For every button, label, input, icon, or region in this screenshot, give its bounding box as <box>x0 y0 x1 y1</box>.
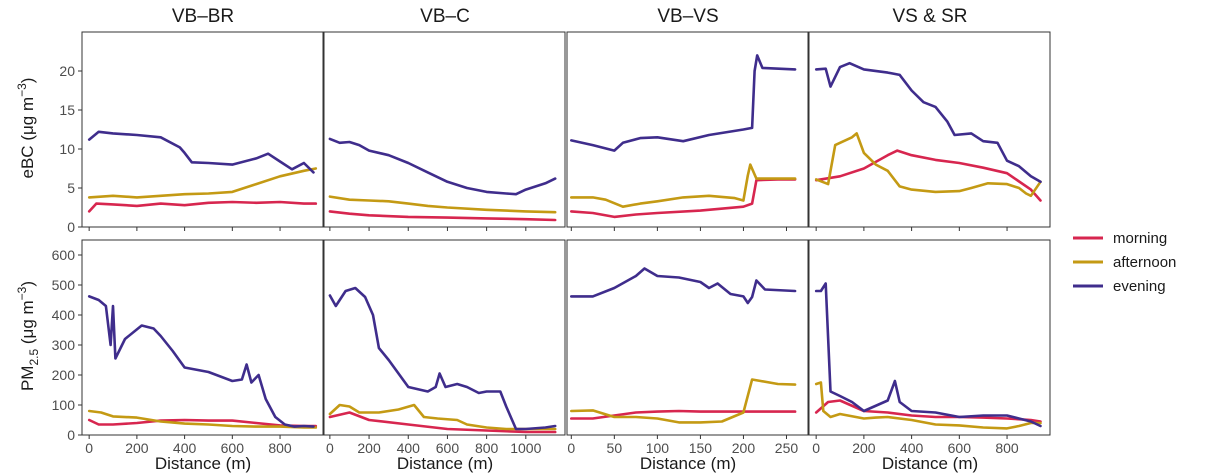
series-evening-pm-4 <box>814 282 1042 428</box>
x-tick-label-3-150: 150 <box>689 440 713 456</box>
series-evening-ebc-3 <box>570 54 797 152</box>
y-tick-label-pm-0: 0 <box>67 427 75 443</box>
panel-pm-4 <box>808 239 1051 436</box>
x-axis-title-3: Distance (m) <box>640 454 736 473</box>
series-afternoon-pm-4 <box>814 381 1042 430</box>
panel-ebc-2 <box>323 31 566 228</box>
series-morning-ebc-4 <box>814 149 1042 202</box>
x-tick-label-1-400: 400 <box>173 440 197 456</box>
panel-pm-2 <box>323 239 566 436</box>
series-afternoon-pm-3 <box>570 378 797 424</box>
x-tick-label-2-0: 0 <box>326 440 334 456</box>
x-tick-label-2-1000: 1000 <box>510 440 541 456</box>
y-axis-title-pm-unit: (μg m <box>18 300 37 344</box>
y-tick-label-ebc-0: 0 <box>67 219 75 235</box>
legend-label-afternoon: afternoon <box>1113 254 1176 271</box>
series-evening-ebc-1 <box>87 130 315 174</box>
y-axis-title-pm: PM2.5 (μg m−3) <box>15 281 42 391</box>
facet-title-4: VS & SR <box>893 6 968 27</box>
x-tick-label-4-600: 600 <box>948 440 972 456</box>
facet-title-1: VB–BR <box>172 6 234 27</box>
series-morning-ebc-1 <box>87 200 318 213</box>
x-tick-label-4-0: 0 <box>812 440 820 456</box>
series-afternoon-pm-2 <box>328 403 557 431</box>
x-tick-label-4-800: 800 <box>995 440 1019 456</box>
series-morning-pm-3 <box>570 409 797 420</box>
y-tick-label-ebc-10: 10 <box>59 141 75 157</box>
labels-layer: VB–BR VB–C VB–VS VS & SR Distance (m) Di… <box>15 6 978 473</box>
panel-ebc-3 <box>566 31 809 228</box>
y-axis-title-pm-close: ) <box>18 281 37 287</box>
y-tick-label-pm-500: 500 <box>52 277 76 293</box>
series-afternoon-ebc-1 <box>87 167 318 199</box>
series-afternoon-ebc-2 <box>328 195 557 214</box>
x-tick-label-1-200: 200 <box>125 440 149 456</box>
y-axis-title-ebc: eBC (μg m−3) <box>15 78 37 179</box>
y-tick-label-pm-400: 400 <box>52 307 76 323</box>
x-axis-title-1: Distance (m) <box>155 454 251 473</box>
series-morning-pm-2 <box>328 411 557 434</box>
series-afternoon-pm-1 <box>87 409 318 429</box>
y-tick-label-ebc-20: 20 <box>59 63 75 79</box>
y-axis-title-pm-exp: −3 <box>15 286 29 300</box>
x-axis-title-2: Distance (m) <box>397 454 493 473</box>
x-tick-label-2-200: 200 <box>357 440 381 456</box>
y-tick-label-pm-300: 300 <box>52 337 76 353</box>
x-tick-label-2-800: 800 <box>475 440 499 456</box>
x-tick-label-3-0: 0 <box>567 440 575 456</box>
x-tick-label-1-800: 800 <box>268 440 292 456</box>
x-tick-label-4-200: 200 <box>852 440 876 456</box>
panel-pm-1 <box>81 239 324 436</box>
facet-title-2: VB–C <box>420 6 470 27</box>
legend-label-morning: morning <box>1113 230 1167 247</box>
legend: morning afternoon evening <box>1073 230 1176 295</box>
series-morning-pm-4 <box>814 399 1042 423</box>
y-tick-label-pm-100: 100 <box>52 397 76 413</box>
series-afternoon-ebc-3 <box>570 163 797 208</box>
y-axis-title-pm-sub: 2.5 <box>27 349 41 366</box>
y-axis-title-ebc-exp: −3 <box>15 83 29 97</box>
panel-pm-3 <box>566 239 809 436</box>
y-axis-title-ebc-close: ) <box>18 78 37 84</box>
x-tick-label-3-50: 50 <box>607 440 623 456</box>
series-evening-pm-2 <box>328 286 557 431</box>
panel-ebc-4 <box>808 31 1051 228</box>
x-tick-label-4-400: 400 <box>900 440 924 456</box>
series-evening-ebc-4 <box>814 61 1042 184</box>
series-morning-ebc-3 <box>570 178 797 219</box>
y-tick-label-pm-600: 600 <box>52 247 76 263</box>
x-tick-label-3-200: 200 <box>732 440 756 456</box>
y-axis-title-pm-main: PM <box>18 366 37 392</box>
x-axis-title-4: Distance (m) <box>882 454 978 473</box>
y-axis-title-ebc-unit: (μg m <box>18 97 37 141</box>
x-tick-label-3-100: 100 <box>646 440 670 456</box>
x-tick-label-1-600: 600 <box>221 440 245 456</box>
panel-ebc-1 <box>81 31 324 228</box>
series-evening-ebc-2 <box>328 137 557 196</box>
x-tick-label-2-600: 600 <box>436 440 460 456</box>
x-tick-label-1-0: 0 <box>85 440 93 456</box>
series-evening-pm-3 <box>570 267 797 305</box>
y-axis-title-ebc-main: eBC <box>18 145 37 178</box>
legend-label-evening: evening <box>1113 278 1166 295</box>
series-evening-pm-1 <box>87 295 315 428</box>
y-tick-label-ebc-15: 15 <box>59 102 75 118</box>
y-tick-label-pm-200: 200 <box>52 367 76 383</box>
series-afternoon-ebc-4 <box>814 132 1042 198</box>
y-tick-label-ebc-5: 5 <box>67 180 75 196</box>
series-morning-ebc-2 <box>328 210 557 222</box>
x-tick-label-3-250: 250 <box>775 440 799 456</box>
facet-title-3: VB–VS <box>657 6 718 27</box>
x-tick-label-2-400: 400 <box>397 440 421 456</box>
